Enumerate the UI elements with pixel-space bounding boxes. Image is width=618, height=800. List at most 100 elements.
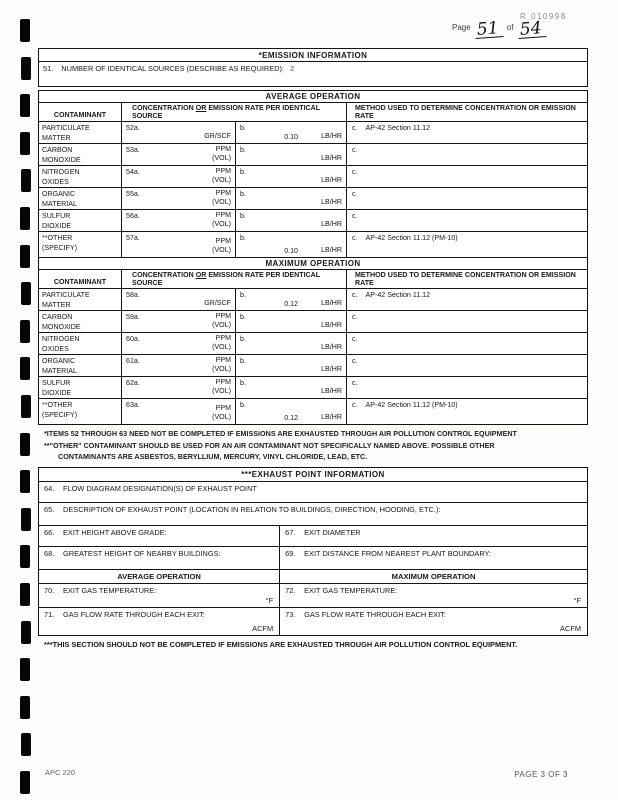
binding-mark (20, 94, 30, 117)
field-label: b. (240, 124, 246, 132)
footnote-2: **"OTHER" CONTAMINANT SHOULD BE USED FOR… (44, 440, 495, 450)
contaminant-name: ORGANIC MATERIAL (42, 357, 77, 375)
item-72-unit: °F (573, 595, 581, 605)
handwritten-page-total: 54 (517, 18, 546, 40)
item-51-label: NUMBER OF IDENTICAL SOURCES (DESCRIBE AS… (61, 64, 284, 73)
item-72-number: 72. (285, 585, 296, 595)
binding-mark (21, 57, 31, 80)
table-row: NITROGEN OXIDES 60a. PPM (VOL) b. LB/HR c. (39, 333, 587, 355)
field-label: b. (240, 313, 246, 321)
emission-info-box: *EMISSION INFORMATION 51. NUMBER OF IDENT… (38, 48, 588, 87)
field-value: AP-42 Section 11.12 (365, 291, 431, 299)
items-68-69-row: 68. GREATEST HEIGHT OF NEARBY BUILDINGS:… (39, 546, 587, 570)
table-row: **OTHER (SPECIFY) 57a. PPM (VOL) b. 0.10 LB/H… (39, 232, 587, 257)
field-unit: PPM (VOL) (212, 403, 231, 421)
field-label: c. (352, 335, 358, 343)
items-71-73-row: 71. GAS FLOW RATE THROUGH EACH EXIT: ACF… (39, 607, 587, 635)
item-51-value: 2 (290, 64, 295, 73)
avg-table-header: CONTAMINANT CONCENTRATION OR EMISSION RA… (39, 103, 587, 122)
item-70-number: 70. (44, 585, 55, 595)
binding-mark (20, 696, 30, 719)
concentration-cell: 54a. PPM (VOL) (121, 166, 235, 187)
item-51-number: 51. (43, 64, 54, 73)
field-unit: LB/HR (321, 320, 342, 329)
item-66-number: 66. (44, 527, 55, 537)
item-67-number: 67. (285, 527, 296, 537)
binding-mark (20, 771, 30, 794)
concentration-cell: 63a. PPM (VOL) (121, 399, 235, 424)
concentration-cell: 62a. PPM (VOL) (121, 377, 235, 398)
item-64-number: 64. (44, 483, 55, 493)
concentration-cell: 55a. PPM (VOL) (121, 188, 235, 209)
contaminant-name: **OTHER (SPECIFY) (42, 234, 78, 252)
item-72-cell: 72. EXIT GAS TEMPERATURE: °F (280, 584, 587, 607)
table-row: **OTHER (SPECIFY) 63a. PPM (VOL) b. 0.12 LB/H… (39, 399, 587, 424)
binding-mark (20, 132, 30, 155)
emission-rate-cell: b. 0.10 LB/HR (235, 122, 346, 143)
field-label: 62a. (126, 379, 140, 387)
item-69-label: EXIT DISTANCE FROM NEAREST PLANT BOUNDAR… (304, 548, 492, 558)
item-73-cell: 73. GAS FLOW RATE THROUGH EACH EXIT: ACF… (280, 608, 587, 635)
table-row: ORGANIC MATERIAL 55a. PPM (VOL) b. LB/HR c. (39, 188, 587, 210)
field-value: AP-42 Section 11.12 (PM-10) (365, 234, 458, 242)
method-cell: c. AP-42 Section 11.12 (PM-10) (346, 232, 587, 257)
page-word: Page (452, 23, 471, 32)
emission-rate-cell: b. 0.10 LB/HR (235, 232, 346, 257)
field-label: b. (240, 291, 246, 299)
field-label: 56a. (126, 212, 140, 220)
field-label: c. (352, 313, 358, 321)
item-51-row: 51. NUMBER OF IDENTICAL SOURCES (DESCRIBE… (39, 62, 587, 86)
contaminant-header: CONTAMINANT (53, 278, 107, 286)
item-64-row: 64. FLOW DIAGRAM DESIGNATION(S) OF EXHAU… (39, 482, 587, 503)
field-value: 0.12 (284, 414, 298, 422)
exhaust-point-title: ***EXHAUST POINT INFORMATION (39, 468, 587, 482)
binding-mark (21, 282, 31, 305)
table-row: SULFUR DIOXIDE 56a. PPM (VOL) b. LB/HR c. (39, 210, 587, 232)
field-label: 61a. (126, 357, 140, 365)
field-label: 55a. (126, 190, 140, 198)
emission-rate-cell: b. LB/HR (235, 188, 346, 209)
table-row: NITROGEN OXIDES 54a. PPM (VOL) b. LB/HR c. (39, 166, 587, 188)
page-footer: PAGE 3 OF 3 (514, 770, 568, 779)
contaminant-name: **OTHER (SPECIFY) (42, 401, 78, 419)
contaminant-name: PARTICULATE MATTER (42, 291, 90, 309)
page-number-line: Page 51 of 54 (450, 18, 546, 40)
field-label: 59a. (126, 313, 140, 321)
method-cell: c. (346, 355, 587, 376)
item-68-cell: 68. GREATEST HEIGHT OF NEARBY BUILDINGS: (39, 546, 281, 569)
field-label: b. (240, 234, 246, 242)
field-unit: PPM (VOL) (212, 311, 231, 329)
binding-mark (21, 395, 31, 418)
item-70-cell: 70. EXIT GAS TEMPERATURE: °F (39, 583, 281, 607)
method-cell: c. (346, 144, 587, 165)
field-unit: PPM (VOL) (212, 236, 231, 254)
binding-mark (20, 320, 30, 343)
average-operation-table: AVERAGE OPERATION CONTAMINANT CONCENTRAT… (39, 91, 587, 257)
field-unit: PPM (VOL) (212, 377, 231, 395)
field-label: b. (240, 190, 246, 198)
binding-mark (21, 508, 31, 531)
concentration-header-text: CONCENTRATION (132, 104, 196, 112)
table-row: CARBON MONOXIDE 59a. PPM (VOL) b. LB/HR c. (39, 311, 587, 333)
item-70-unit: °F (265, 595, 274, 605)
maximum-operation-title: MAXIMUM OPERATION (39, 258, 587, 270)
emission-rate-cell: b. LB/HR (235, 377, 346, 398)
method-cell: c. (346, 311, 587, 332)
field-label: b. (240, 357, 246, 365)
item-71-cell: 71. GAS FLOW RATE THROUGH EACH EXIT: ACF… (39, 607, 281, 635)
field-label: c. (352, 212, 358, 220)
concentration-header-rest: EMISSION RATE PER IDENTICAL SOURCE (132, 271, 321, 288)
max-table-rows: PARTICULATE MATTER 58a. GR/SCF b. 0.12 LB/HR c… (39, 289, 587, 424)
field-unit: PPM (VOL) (212, 355, 231, 373)
concentration-cell: 53a. PPM (VOL) (121, 144, 235, 165)
field-value: AP-42 Section 11.12 (365, 124, 431, 132)
emission-rate-cell: b. 0.12 LB/HR (235, 399, 346, 424)
contaminant-name: NITROGEN OXIDES (42, 335, 80, 353)
emission-rate-cell: b. LB/HR (235, 166, 346, 187)
binding-mark (21, 621, 31, 644)
max-table-header: CONTAMINANT CONCENTRATION OR EMISSION RA… (39, 270, 587, 289)
table-row: PARTICULATE MATTER 52a. GR/SCF b. 0.10 LB/HR c… (39, 122, 587, 144)
method-cell: c. (346, 210, 587, 231)
contaminant-name: SULFUR DIOXIDE (42, 379, 72, 397)
